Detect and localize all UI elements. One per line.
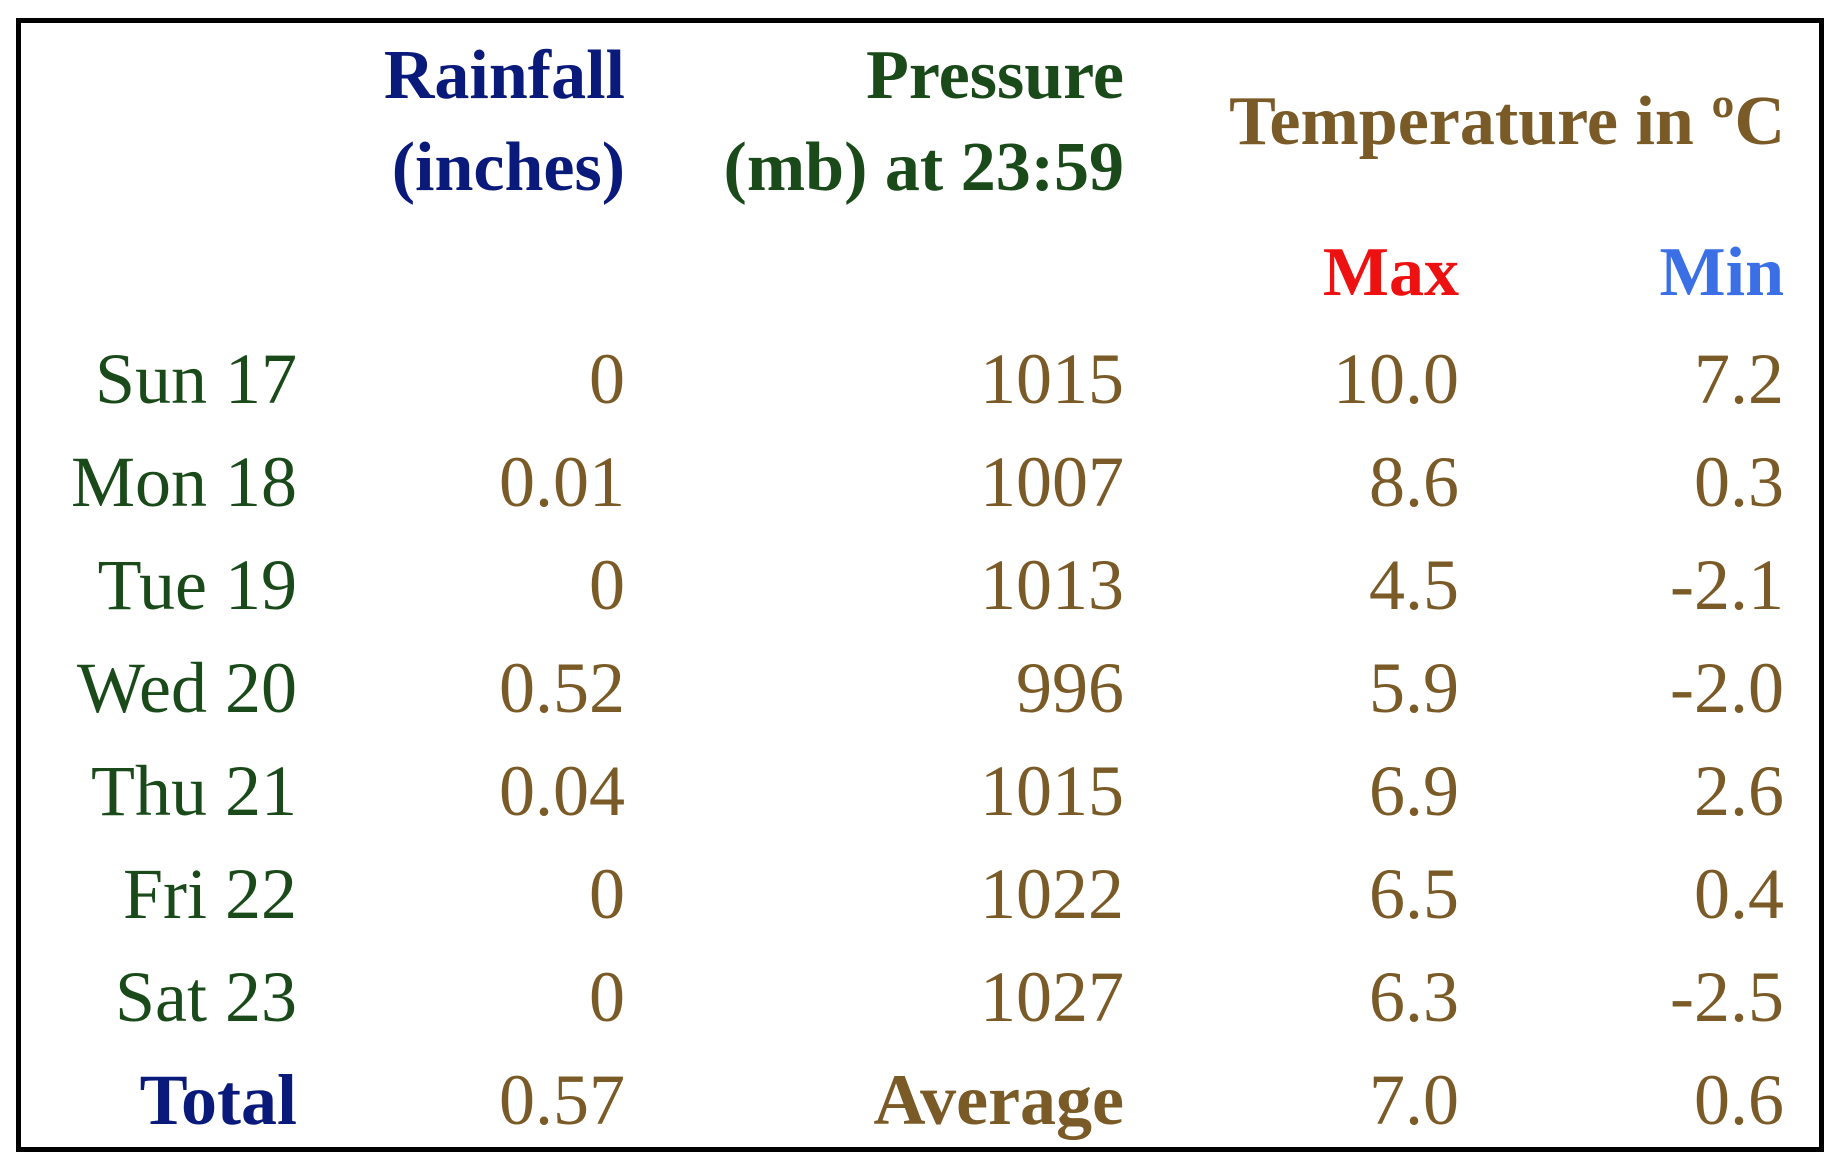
min-temp-value: -2.5 <box>1670 957 1784 1037</box>
weather-table: Rainfall (inches) Pressure (mb) at 23:59… <box>16 18 1824 1152</box>
average-label: Average <box>873 1060 1124 1140</box>
rainfall-value: 0.04 <box>499 751 625 831</box>
rainfall-value: 0 <box>589 957 625 1037</box>
min-temp-value: 0.3 <box>1694 442 1784 522</box>
temperature-header: Temperature in ºC <box>1229 83 1785 160</box>
min-temp-value: 2.6 <box>1694 751 1784 831</box>
max-temp-value: 4.5 <box>1369 545 1459 625</box>
max-temp-value: 6.3 <box>1369 957 1459 1037</box>
rainfall-value: 0 <box>589 545 625 625</box>
day-label: Sat 23 <box>114 957 297 1037</box>
day-label: Wed 20 <box>76 648 297 728</box>
min-temp-value: -2.1 <box>1670 545 1784 625</box>
pressure-value: 996 <box>1016 648 1124 728</box>
rainfall-value: 0 <box>589 339 625 419</box>
min-temp-value: -2.0 <box>1670 648 1784 728</box>
pressure-value: 1027 <box>980 957 1124 1037</box>
rainfall-header-line1: Rainfall <box>383 37 625 114</box>
rainfall-value: 0 <box>589 854 625 934</box>
min-temp-value: 7.2 <box>1694 339 1784 419</box>
rainfall-total-value: 0.57 <box>499 1060 625 1140</box>
max-temp-value: 5.9 <box>1369 648 1459 728</box>
day-label: Sun 17 <box>94 339 297 419</box>
max-temp-value: 8.6 <box>1369 442 1459 522</box>
pressure-value: 1007 <box>980 442 1124 522</box>
max-temp-value: 10.0 <box>1333 339 1459 419</box>
pressure-header-line2: (mb) at 23:59 <box>723 129 1124 206</box>
pressure-value: 1015 <box>980 751 1124 831</box>
pressure-value: 1013 <box>980 545 1124 625</box>
day-label: Thu 21 <box>91 751 297 831</box>
pressure-value: 1022 <box>980 854 1124 934</box>
min-average-value: 0.6 <box>1694 1060 1784 1140</box>
total-label: Total <box>139 1060 297 1140</box>
max-header: Max <box>1322 234 1459 311</box>
rainfall-value: 0.01 <box>499 442 625 522</box>
pressure-header-line1: Pressure <box>866 37 1124 114</box>
min-header: Min <box>1659 234 1784 311</box>
min-temp-value: 0.4 <box>1694 854 1784 934</box>
rainfall-value: 0.52 <box>499 648 625 728</box>
max-temp-value: 6.5 <box>1369 854 1459 934</box>
day-label: Mon 18 <box>70 442 297 522</box>
day-label: Fri 22 <box>122 854 297 934</box>
rainfall-header-line2: (inches) <box>391 129 625 206</box>
pressure-value: 1015 <box>980 339 1124 419</box>
max-average-value: 7.0 <box>1369 1060 1459 1140</box>
day-label: Tue 19 <box>97 545 297 625</box>
max-temp-value: 6.9 <box>1369 751 1459 831</box>
